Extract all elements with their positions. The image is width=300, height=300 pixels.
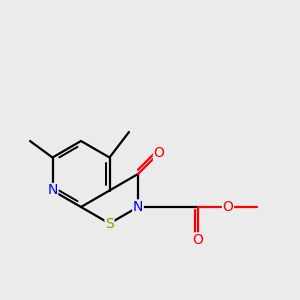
Text: O: O — [223, 200, 233, 214]
Text: N: N — [133, 200, 143, 214]
Text: S: S — [105, 217, 114, 230]
Text: O: O — [193, 233, 203, 247]
Text: N: N — [47, 184, 58, 197]
Text: O: O — [154, 146, 164, 160]
